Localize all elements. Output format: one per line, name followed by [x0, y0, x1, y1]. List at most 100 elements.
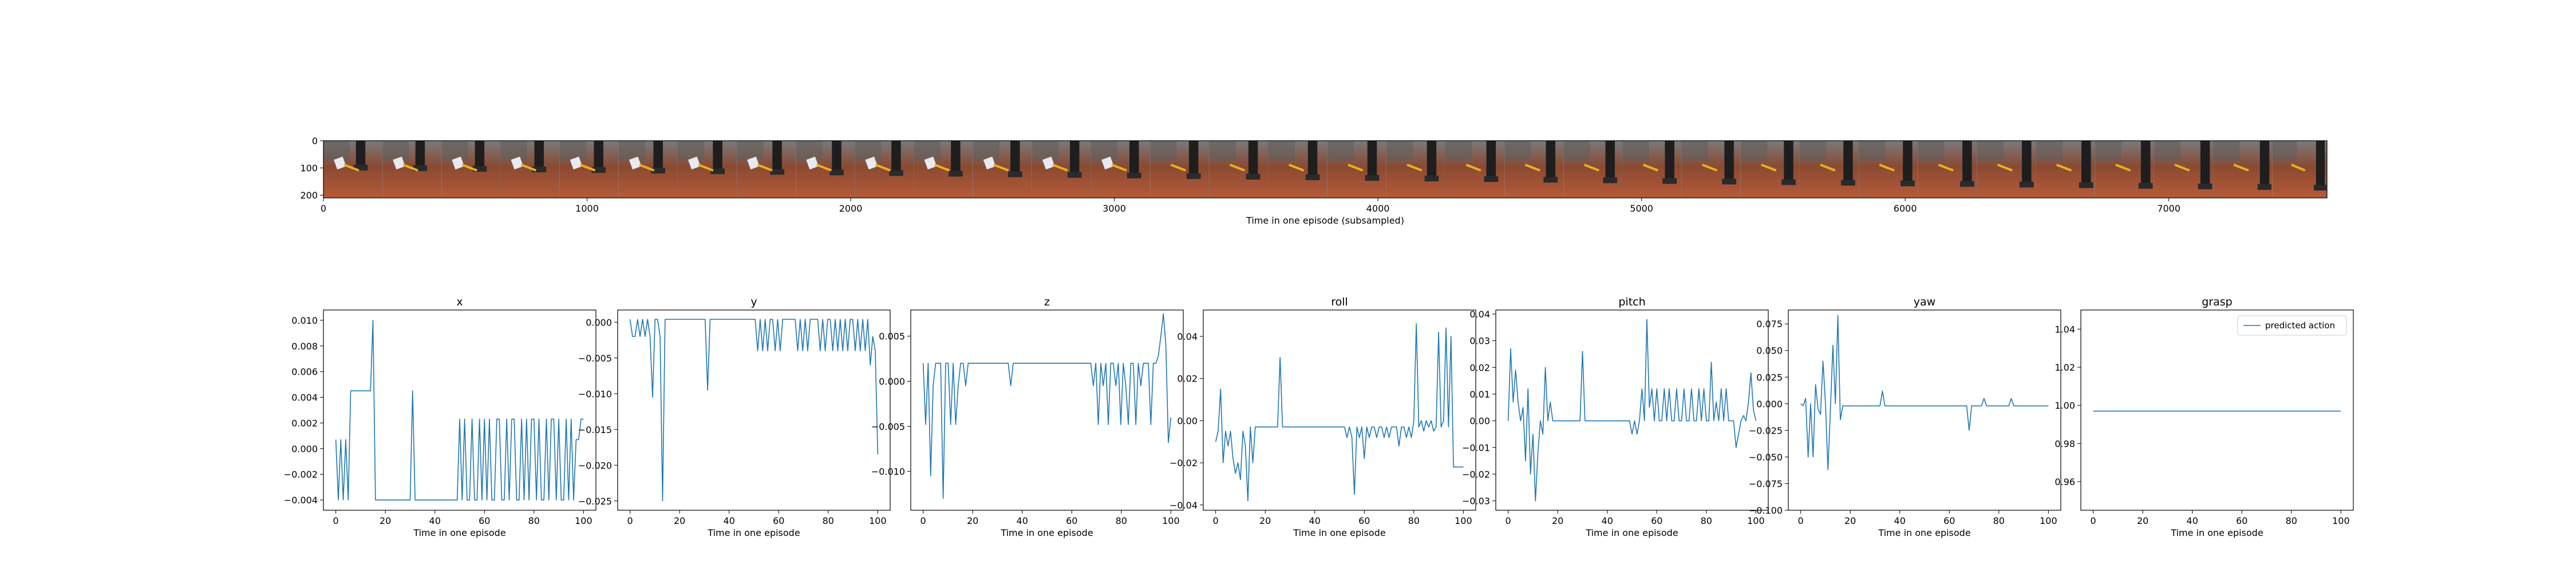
x-tick-label: 20 — [967, 515, 978, 526]
film-frame — [1445, 141, 1505, 198]
x-tick-label: 40 — [1309, 515, 1321, 526]
film-frame — [382, 141, 442, 198]
x-tick-label: 20 — [2137, 515, 2148, 526]
axes-frame — [910, 309, 1184, 511]
film-frame — [737, 141, 796, 198]
filmstrip-y-tick: 100 — [300, 163, 318, 174]
x-tick-label: 80 — [1408, 515, 1420, 526]
y-tick-label: 0.04 — [1177, 331, 1198, 342]
y-tick-label: 0.98 — [2055, 438, 2075, 449]
y-tick-label: 0.01 — [1469, 389, 1490, 400]
y-tick-label: 0.000 — [879, 376, 905, 387]
subplot-title: grasp — [2202, 296, 2232, 308]
y-tick-label: 0.000 — [291, 443, 318, 454]
x-tick-label: 0 — [627, 515, 633, 526]
filmstrip-x-tick: 6000 — [1894, 203, 1917, 214]
film-frame — [1032, 141, 1092, 198]
x-tick-label: 0 — [333, 515, 339, 526]
y-tick-label: 0.96 — [2055, 476, 2075, 487]
y-tick-label: −0.015 — [578, 424, 612, 435]
y-tick-label: 0.04 — [1469, 309, 1490, 320]
x-tick-label: 80 — [2286, 515, 2297, 526]
subplot-pitch: 0 20 40 60 80 100 −0.03 −0.02 −0.01 0.00 0.01 0.02 0… — [1462, 296, 1769, 538]
subplot-yaw: 0 20 40 60 80 100−0.100−0.075−0.050−0.0250.00… — [1749, 296, 2061, 538]
legend: predicted action — [2237, 315, 2347, 336]
film-frame — [1918, 141, 1977, 198]
x-tick-label: 60 — [1943, 515, 1955, 526]
x-axis-label: Time in one episode — [1000, 527, 1093, 538]
y-tick-label: −0.100 — [1749, 505, 1783, 516]
series-line — [1507, 319, 1757, 502]
subplot-x: 0 20 40 60 80 100 −0.004 −0.002 0.000 0.002 0.004 0… — [284, 296, 596, 538]
subplot-title: pitch — [1618, 296, 1645, 308]
film-frame — [2036, 141, 2095, 198]
x-tick-label: 20 — [1844, 515, 1856, 526]
x-tick-label: 60 — [1358, 515, 1370, 526]
film-frames — [323, 141, 2327, 198]
x-tick-label: 60 — [2236, 515, 2247, 526]
series-line — [922, 313, 1172, 499]
filmstrip-x-tick: 7000 — [2157, 203, 2180, 214]
x-tick-label: 0 — [2091, 515, 2096, 526]
y-tick-label: −0.03 — [1462, 496, 1490, 507]
y-tick-label: 0.075 — [1756, 319, 1783, 329]
subplot-grasp: 0 20 40 60 80 100 0.96 0.98 1.00 1.02 1.04 grasp Tim… — [2055, 296, 2354, 538]
filmstrip-panel: 0 1000 2000 3000 4000 5000 6000 7000 0 100 200 Tim… — [300, 136, 2328, 226]
film-frame — [1386, 141, 1445, 198]
film-frame — [2095, 141, 2154, 198]
y-tick-label: −0.01 — [1462, 442, 1490, 453]
x-tick-label: 100 — [1747, 515, 1765, 526]
film-frame — [1622, 141, 1682, 198]
y-tick-label: 0.000 — [586, 317, 612, 328]
x-tick-label: 100 — [2040, 515, 2057, 526]
filmstrip-y-tick: 0 — [312, 136, 318, 146]
film-frame — [1681, 141, 1741, 198]
y-tick-label: 0.006 — [291, 367, 318, 378]
film-frame — [2154, 141, 2214, 198]
x-axis-label: Time in one episode — [1293, 527, 1385, 538]
film-frame — [1740, 141, 1800, 198]
y-tick-label: 1.00 — [2055, 400, 2075, 411]
y-tick-label: 1.02 — [2055, 362, 2075, 373]
y-tick-label: 0.00 — [1469, 416, 1490, 427]
x-tick-label: 20 — [674, 515, 685, 526]
x-tick-label: 100 — [1162, 515, 1180, 526]
film-frame — [973, 141, 1032, 198]
film-frame — [559, 141, 619, 198]
filmstrip-y-tick: 200 — [300, 190, 318, 201]
y-tick-label: −0.005 — [871, 421, 905, 432]
y-tick-label: 0.008 — [291, 341, 318, 352]
film-frame — [618, 141, 678, 198]
y-tick-label: −0.020 — [578, 460, 612, 471]
x-tick-label: 40 — [1017, 515, 1028, 526]
y-tick-label: 1.04 — [2055, 324, 2075, 335]
axes-frame — [1203, 309, 1476, 511]
film-frame — [323, 141, 383, 198]
x-tick-label: 0 — [1213, 515, 1219, 526]
film-frame — [914, 141, 973, 198]
x-tick-label: 40 — [2187, 515, 2198, 526]
filmstrip-ticks: 0 1000 2000 3000 4000 5000 6000 7000 0 100 200 — [300, 136, 2180, 214]
x-tick-label: 40 — [1894, 515, 1906, 526]
x-axis-label: Time in one episode — [2170, 527, 2263, 538]
x-tick-label: 80 — [1993, 515, 2005, 526]
y-tick-label: 0.050 — [1756, 345, 1783, 356]
x-tick-label: 40 — [1602, 515, 1613, 526]
subplot-title: x — [456, 296, 463, 308]
film-frame — [1150, 141, 1210, 198]
film-frame — [1091, 141, 1151, 198]
x-tick-label: 0 — [920, 515, 926, 526]
action-plots: 0 20 40 60 80 100−0.004−0.0020.0000.0020.0040… — [284, 296, 2354, 538]
x-axis-label: Time in one episode — [413, 527, 505, 538]
x-tick-label: 40 — [724, 515, 735, 526]
x-axis-label: Time in one episode — [1878, 527, 1970, 538]
series-line — [629, 319, 879, 502]
x-tick-label: 60 — [773, 515, 784, 526]
y-tick-label: 0.002 — [291, 418, 318, 428]
y-tick-label: 0.025 — [1756, 372, 1783, 383]
y-tick-label: −0.025 — [578, 496, 612, 507]
film-frame — [677, 141, 737, 198]
series-line — [1800, 315, 2049, 471]
film-frame — [441, 141, 501, 198]
y-tick-label: −0.075 — [1749, 478, 1783, 489]
